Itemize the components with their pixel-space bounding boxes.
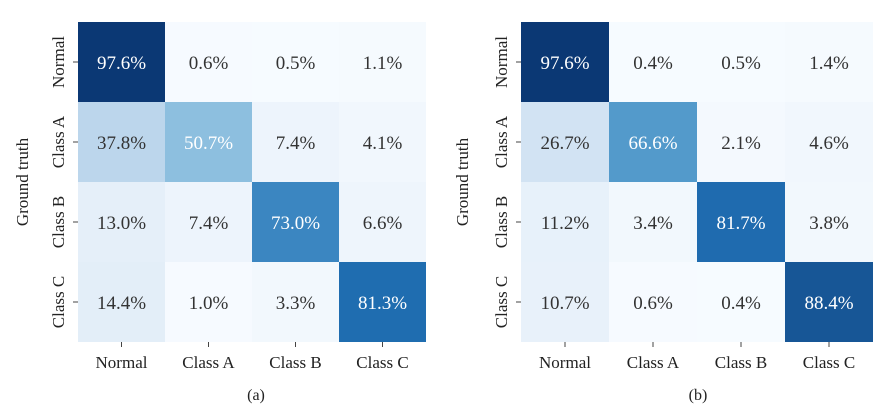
cell-r2-c2 <box>252 182 339 262</box>
cell-label-r0-c1: 0.4% <box>633 53 673 74</box>
cell-r2-c2 <box>697 182 785 262</box>
cell-label-r2-c0: 11.2% <box>541 213 590 234</box>
cell-r3-c3 <box>785 262 873 342</box>
cell-r0-c0 <box>521 22 609 102</box>
cell-r3-c1 <box>609 262 697 342</box>
cell-label-r2-c3: 3.8% <box>809 213 849 234</box>
y-tick-label-2: Class B <box>492 196 511 248</box>
y-tick-label-2: Class B <box>49 196 68 248</box>
x-tick-label-1: Class A <box>627 353 680 372</box>
cell-r1-c1 <box>609 102 697 182</box>
cell-label-r0-c2: 0.5% <box>276 53 316 74</box>
y-axis-label: Ground truth <box>13 137 32 226</box>
cell-r0-c1 <box>609 22 697 102</box>
cell-label-r1-c3: 4.1% <box>363 133 403 154</box>
cell-label-r3-c1: 0.6% <box>633 293 673 314</box>
cell-r2-c3 <box>785 182 873 262</box>
cell-label-r3-c2: 3.3% <box>276 293 316 314</box>
cell-r1-c2 <box>697 102 785 182</box>
cell-label-r3-c2: 0.4% <box>721 293 761 314</box>
cell-r2-c1 <box>609 182 697 262</box>
cell-r3-c1 <box>165 262 252 342</box>
panel-caption: (a) <box>247 387 265 404</box>
cell-label-r1-c2: 2.1% <box>721 133 761 154</box>
cell-label-r1-c1: 50.7% <box>184 133 233 154</box>
cell-r1-c2 <box>252 102 339 182</box>
cell-r0-c3 <box>339 22 426 102</box>
cell-label-r3-c0: 14.4% <box>97 293 146 314</box>
cell-label-r1-c1: 66.6% <box>628 133 677 154</box>
confusion-matrix-b: 97.6% 0.4% 0.5% 1.4% 26.7% 66.6% 2.1% 4.6% 11.2%… <box>453 22 873 404</box>
panel-caption: (b) <box>689 387 708 404</box>
x-tick-label-3: Class C <box>356 353 408 372</box>
cell-r1-c0 <box>78 102 165 182</box>
y-tick-label-1: Class A <box>492 115 511 168</box>
cell-r2-c0 <box>78 182 165 262</box>
cell-label-r2-c2: 81.7% <box>716 213 765 234</box>
y-tick-label-3: Class C <box>49 276 68 328</box>
cell-r1-c0 <box>521 102 609 182</box>
y-tick-label-0: Normal <box>49 36 68 88</box>
cell-r0-c3 <box>785 22 873 102</box>
cell-r3-c2 <box>697 262 785 342</box>
cell-label-r1-c0: 26.7% <box>540 133 589 154</box>
x-tick-label-3: Class C <box>803 353 855 372</box>
cell-r0-c2 <box>252 22 339 102</box>
y-tick-label-0: Normal <box>492 36 511 88</box>
y-tick-label-1: Class A <box>49 115 68 168</box>
cell-label-r2-c0: 13.0% <box>97 213 146 234</box>
confusion-matrix-a: 97.6% 0.6% 0.5% 1.1% 37.8% 50.7% 7.4% 4.1% 13.0%… <box>13 22 426 404</box>
cell-r2-c0 <box>521 182 609 262</box>
cell-label-r1-c0: 37.8% <box>97 133 146 154</box>
cell-r1-c3 <box>785 102 873 182</box>
cell-label-r1-c3: 4.6% <box>809 133 849 154</box>
cell-r3-c0 <box>521 262 609 342</box>
cell-label-r2-c1: 7.4% <box>189 213 229 234</box>
cell-label-r0-c2: 0.5% <box>721 53 761 74</box>
cell-label-r3-c0: 10.7% <box>540 293 589 314</box>
cell-r0-c1 <box>165 22 252 102</box>
cell-r0-c2 <box>697 22 785 102</box>
cell-r3-c2 <box>252 262 339 342</box>
cell-label-r0-c1: 0.6% <box>189 53 229 74</box>
cell-label-r0-c3: 1.4% <box>809 53 849 74</box>
cell-r3-c0 <box>78 262 165 342</box>
x-tick-label-0: Normal <box>539 353 591 372</box>
cell-r1-c1 <box>165 102 252 182</box>
cell-label-r0-c0: 97.6% <box>97 53 146 74</box>
cell-label-r1-c2: 7.4% <box>276 133 316 154</box>
cell-r2-c3 <box>339 182 426 262</box>
cell-r3-c3 <box>339 262 426 342</box>
x-tick-label-2: Class B <box>715 353 767 372</box>
cell-label-r3-c3: 88.4% <box>804 293 853 314</box>
cell-label-r2-c1: 3.4% <box>633 213 673 234</box>
x-tick-label-2: Class B <box>269 353 321 372</box>
y-tick-label-3: Class C <box>492 276 511 328</box>
cell-r1-c3 <box>339 102 426 182</box>
y-axis-label: Ground truth <box>453 137 472 226</box>
cell-r2-c1 <box>165 182 252 262</box>
cell-label-r2-c2: 73.0% <box>271 213 320 234</box>
cell-r0-c0 <box>78 22 165 102</box>
cell-label-r0-c0: 97.6% <box>540 53 589 74</box>
cell-label-r0-c3: 1.1% <box>363 53 403 74</box>
x-tick-label-0: Normal <box>96 353 148 372</box>
x-tick-label-1: Class A <box>182 353 235 372</box>
cell-label-r2-c3: 6.6% <box>363 213 403 234</box>
cell-label-r3-c1: 1.0% <box>189 293 229 314</box>
cell-label-r3-c3: 81.3% <box>358 293 407 314</box>
